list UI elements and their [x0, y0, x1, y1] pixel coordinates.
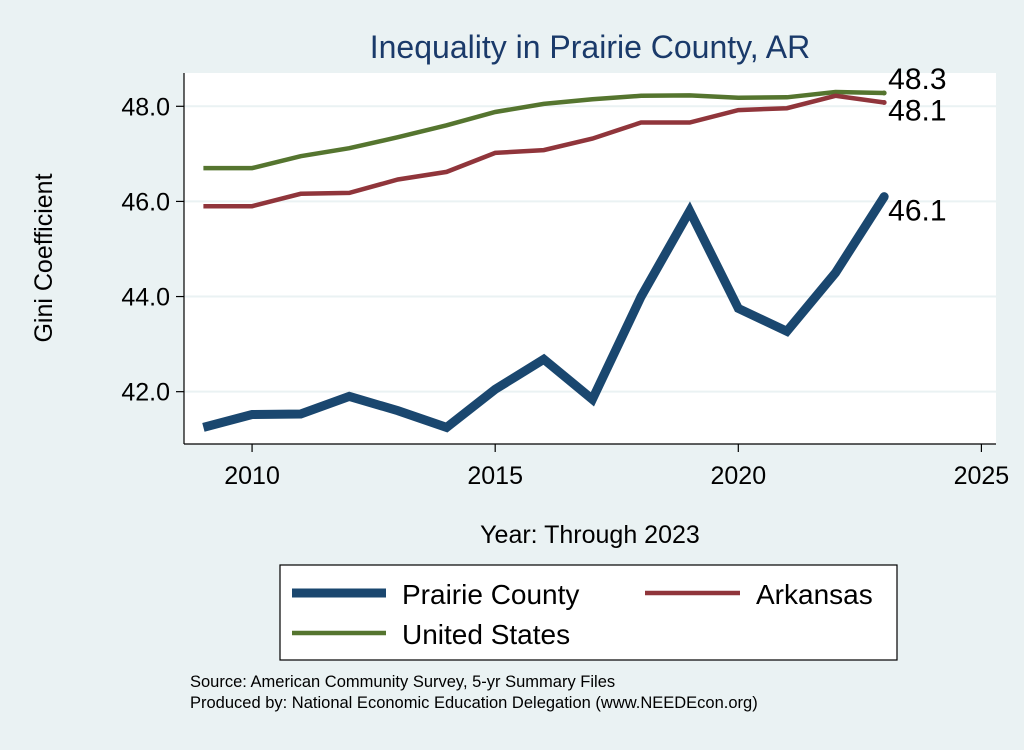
producer-note: Produced by: National Economic Education… — [190, 694, 758, 712]
series-lines — [202, 89, 889, 433]
x-tick-label: 2025 — [954, 462, 1010, 490]
series-line-prairie-county — [202, 194, 888, 433]
x-tick-label: 2015 — [467, 462, 523, 490]
y-tick-label: 44.0 — [121, 284, 170, 312]
legend-label-united-states: United States — [402, 619, 570, 650]
end-labels: 46.1 48.148.3 — [888, 63, 946, 228]
y-tick-label: 42.0 — [121, 379, 170, 407]
plot-area — [184, 73, 996, 444]
end-label-arkansas: 48.1 — [888, 94, 946, 127]
y-tick-label: 46.0 — [121, 188, 170, 216]
legend-box — [279, 564, 898, 661]
source-note: Source: American Community Survey, 5-yr … — [190, 673, 615, 691]
series-line-arkansas — [203, 93, 885, 209]
legend: Prairie County Arkansas United States — [292, 579, 873, 650]
end-label-prairie-county: 46.1 — [888, 195, 946, 228]
axes: 42.0 44.0 46.0 48.0 2010 2015 2020 2025 — [121, 73, 1009, 490]
x-tick-label: 2010 — [224, 462, 280, 490]
x-axis-label: Year: Through 2023 — [480, 521, 700, 549]
grid-lines — [184, 105, 996, 393]
y-axis-label: Gini Coefficient — [30, 173, 58, 342]
series-line-united-states — [203, 89, 885, 171]
legend-label-prairie-county: Prairie County — [402, 579, 579, 610]
end-point-arkansas — [881, 99, 887, 105]
end-label-united-states: 48.3 — [888, 63, 946, 96]
legend-label-arkansas: Arkansas — [756, 579, 873, 610]
end-point-prairie-county — [879, 192, 889, 202]
chart-title: Inequality in Prairie County, AR — [370, 29, 811, 65]
end-point-united-states — [881, 90, 887, 96]
y-tick-label: 48.0 — [121, 93, 170, 121]
x-tick-label: 2020 — [710, 462, 766, 490]
